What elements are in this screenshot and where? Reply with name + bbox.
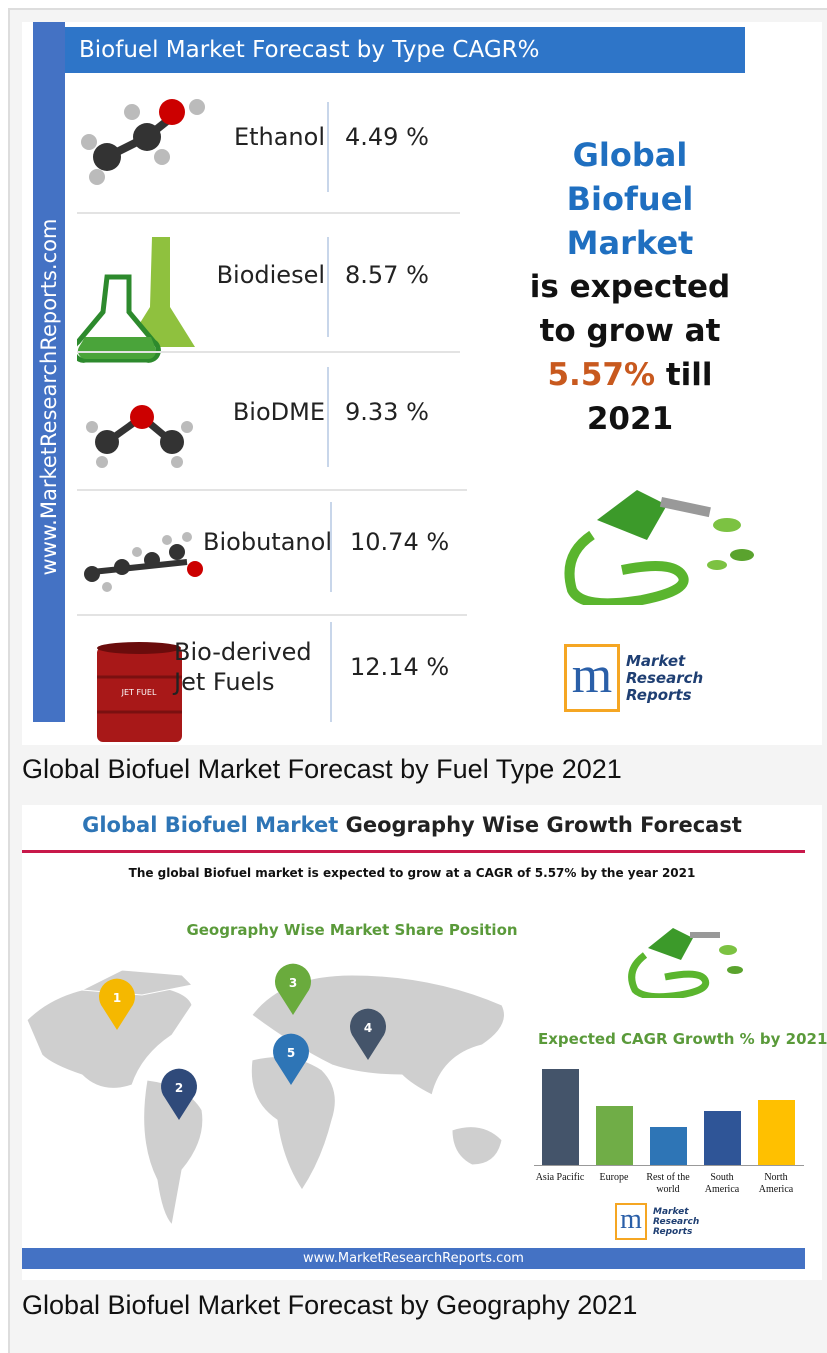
row-separator: [77, 489, 467, 491]
pin-label: 3: [289, 976, 297, 990]
bar-chart: Expected CAGR Growth % by 2021 Asia Paci…: [530, 1030, 820, 1220]
headline: Global Biofuel Market is expected to gro…: [500, 133, 760, 441]
row-separator: [77, 212, 460, 214]
footer-bar: www.MarketResearchReports.com: [22, 1248, 805, 1269]
title-dark: Geography Wise Growth Forecast: [346, 813, 742, 837]
fuel-name-line: BioDME: [190, 397, 325, 427]
logo-word: Research: [626, 670, 703, 687]
logo-word: Reports: [626, 687, 703, 704]
x-tick-label: Rest of the world: [642, 1172, 694, 1196]
fuel-name-line: Ethanol: [190, 122, 325, 152]
headline-line: is expected: [500, 265, 760, 309]
row-separator: [77, 351, 460, 353]
headline-line: Global: [500, 133, 760, 177]
logo-letter: m: [564, 644, 620, 712]
pin-label: 2: [175, 1081, 183, 1095]
x-tick-label: Europe: [588, 1172, 640, 1184]
map-title: Geography Wise Market Share Position: [152, 921, 552, 939]
fuel-name: Biobutanol: [192, 527, 332, 557]
bar: [758, 1100, 795, 1165]
column-divider: [327, 367, 329, 467]
cagr-value: 9.33 %: [345, 397, 429, 427]
column-divider: [327, 237, 329, 337]
fuel-pump-icon: [552, 465, 767, 605]
column-divider: [330, 502, 332, 592]
title-blue: Global Biofuel Market: [82, 813, 338, 837]
logo-word: Reports: [653, 1227, 699, 1237]
logo-word: Market: [653, 1207, 699, 1217]
banner: Biofuel Market Forecast by Type CAGR%: [65, 27, 745, 73]
ethanol-molecule: [81, 99, 205, 185]
world-map: 1 2 3 4 5: [22, 960, 532, 1240]
headline-line: to grow at: [500, 309, 760, 353]
title-rule: [22, 850, 805, 853]
fuel-name-line: Bio-derived: [174, 637, 314, 667]
bar: [542, 1069, 579, 1165]
caption: Global Biofuel Market Forecast by Fuel T…: [22, 754, 622, 785]
fuel-name: Ethanol: [190, 122, 325, 152]
headline-line: 5.57% till: [500, 353, 760, 397]
fuel-name-line: Jet Fuels: [174, 667, 314, 697]
bar: [596, 1106, 633, 1165]
fuel-name: BioDME: [190, 397, 325, 427]
figure-title: Global Biofuel Market Geography Wise Gro…: [22, 813, 802, 837]
cagr-value: 12.14 %: [350, 652, 449, 682]
x-tick-label: North America: [750, 1172, 802, 1196]
pin-label: 1: [113, 991, 121, 1005]
growth-rate: 5.57%: [547, 357, 655, 393]
fuel-name-line: Biodiesel: [190, 260, 325, 290]
bar: [704, 1111, 741, 1165]
subtitle: The global Biofuel market is expected to…: [22, 866, 802, 880]
figure-1: www.MarketResearchReports.com Biofuel Ma…: [22, 22, 822, 745]
headline-line: 2021: [500, 397, 760, 441]
chart-title: Expected CAGR Growth % by 2021: [538, 1030, 827, 1048]
fuel-drum: JET FUEL: [97, 642, 182, 742]
column-divider: [327, 102, 329, 192]
logo-word: Market: [626, 653, 703, 670]
flask-icon: [77, 237, 195, 360]
cagr-value: 4.49 %: [345, 122, 429, 152]
cagr-value: 8.57 %: [345, 260, 429, 290]
land: [27, 970, 505, 1225]
caption: Global Biofuel Market Forecast by Geogra…: [22, 1290, 637, 1321]
pin-label: 4: [364, 1021, 372, 1035]
drum-label: JET FUEL: [121, 688, 157, 697]
cagr-value: 10.74 %: [350, 527, 449, 557]
row-separator: [77, 614, 467, 616]
fuel-pump-icon: [620, 910, 750, 998]
fuel-name-line: Biobutanol: [192, 527, 332, 557]
butanol-molecule: [84, 532, 203, 592]
x-tick-label: Asia Pacific: [534, 1172, 586, 1184]
pin-label: 5: [287, 1046, 295, 1060]
x-tick-label: South America: [696, 1172, 748, 1196]
dme-molecule: [86, 405, 193, 468]
figure-2: Global Biofuel Market Geography Wise Gro…: [22, 805, 822, 1280]
page: www.MarketResearchReports.com Biofuel Ma…: [0, 0, 827, 1351]
till: till: [666, 357, 713, 393]
column-divider: [330, 622, 332, 722]
baseline: [534, 1165, 804, 1166]
fuel-name: Biodiesel: [190, 260, 325, 290]
logo-letter: m: [615, 1203, 647, 1240]
bar: [650, 1127, 687, 1165]
logo-word: Research: [653, 1217, 699, 1227]
headline-line: Biofuel: [500, 177, 760, 221]
side-text: www.MarketResearchReports.com: [37, 47, 61, 747]
headline-line: Market: [500, 221, 760, 265]
